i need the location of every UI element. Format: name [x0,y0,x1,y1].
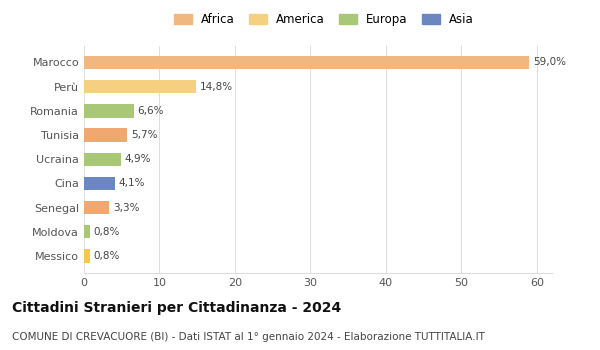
Text: 0,8%: 0,8% [94,227,120,237]
Bar [84,177,115,190]
Text: 59,0%: 59,0% [533,57,566,68]
Bar [84,225,90,238]
Text: 5,7%: 5,7% [131,130,157,140]
Bar [84,56,529,69]
Text: 3,3%: 3,3% [113,203,139,213]
Bar [84,201,109,214]
Text: Cittadini Stranieri per Cittadinanza - 2024: Cittadini Stranieri per Cittadinanza - 2… [12,301,341,315]
Bar [84,80,196,93]
Text: 0,8%: 0,8% [94,251,120,261]
Legend: Africa, America, Europa, Asia: Africa, America, Europa, Asia [170,9,478,29]
Text: COMUNE DI CREVACUORE (BI) - Dati ISTAT al 1° gennaio 2024 - Elaborazione TUTTITA: COMUNE DI CREVACUORE (BI) - Dati ISTAT a… [12,332,485,343]
Text: 14,8%: 14,8% [199,82,233,92]
Text: 6,6%: 6,6% [137,106,164,116]
Bar [84,128,127,142]
Bar [84,249,90,262]
Text: 4,9%: 4,9% [125,154,151,164]
Text: 4,1%: 4,1% [119,178,145,188]
Bar [84,104,134,118]
Bar [84,153,121,166]
